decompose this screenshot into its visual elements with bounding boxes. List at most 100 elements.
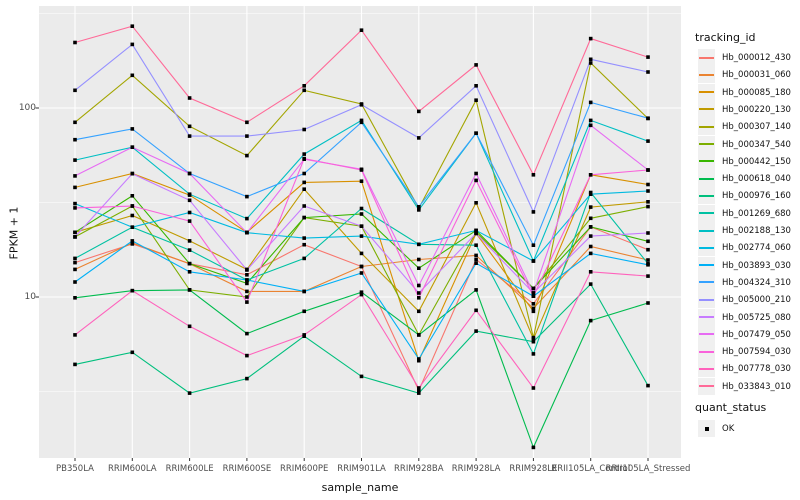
data-point <box>359 168 364 172</box>
legend-item-label: Hb_007594_030 <box>722 347 791 358</box>
data-point <box>359 103 364 107</box>
data-point <box>245 289 249 294</box>
data-point <box>73 235 77 239</box>
data-point <box>130 225 135 229</box>
data-point <box>474 201 478 205</box>
data-point <box>417 391 421 395</box>
legend-color-swatch <box>698 343 715 361</box>
legend-item-label: Hb_002774_060 <box>722 243 791 254</box>
legend-item-Hb_000220_130: Hb_000220_130 <box>694 100 800 118</box>
data-point <box>187 324 192 329</box>
data-point <box>187 96 192 100</box>
data-point <box>417 291 421 295</box>
data-point <box>302 309 306 314</box>
data-point <box>646 200 650 204</box>
data-point <box>531 352 536 356</box>
data-point <box>302 88 306 93</box>
data-point <box>73 201 77 206</box>
data-point <box>588 225 593 229</box>
data-point <box>187 124 192 129</box>
data-point <box>245 268 249 272</box>
data-point <box>130 241 135 245</box>
data-point <box>245 273 249 277</box>
data-point <box>646 70 650 74</box>
data-point <box>646 383 650 388</box>
data-point <box>73 40 77 45</box>
legend-color-swatch <box>698 360 715 378</box>
legend-item-label: Hb_005725_080 <box>722 312 791 323</box>
data-point <box>474 329 478 333</box>
data-point <box>130 171 135 176</box>
data-point <box>588 318 593 323</box>
data-point <box>245 331 249 336</box>
legend-quant-title: quant_status <box>695 401 767 414</box>
legend-item-Hb_000442_150: Hb_000442_150 <box>694 152 800 170</box>
data-point <box>474 228 478 233</box>
data-point <box>417 357 421 361</box>
data-point <box>588 205 593 209</box>
data-point <box>417 296 421 300</box>
data-point <box>646 301 650 305</box>
legend-color-swatch <box>698 100 715 118</box>
data-point <box>359 206 364 211</box>
data-point <box>73 256 77 261</box>
data-point <box>474 261 478 265</box>
data-point <box>73 88 77 93</box>
data-point <box>187 261 192 266</box>
data-point <box>474 253 478 258</box>
data-point <box>588 216 593 221</box>
data-point <box>531 210 536 214</box>
legend-quant-item: OK <box>694 420 800 437</box>
legend-item-label: Hb_004324_310 <box>722 277 791 288</box>
data-point <box>73 260 77 265</box>
data-point <box>474 171 478 176</box>
data-point <box>245 216 249 221</box>
data-point <box>646 189 650 193</box>
legend-item-label: Hb_003893_030 <box>722 260 791 271</box>
legend-item-label: Hb_000307_140 <box>722 122 791 133</box>
data-point <box>130 127 135 131</box>
data-point <box>130 42 135 47</box>
legend-item-Hb_001269_680: Hb_001269_680 <box>694 204 800 222</box>
x-tick-label: RRII105LA_Control <box>551 464 631 474</box>
y-axis-title: FPKM + 1 <box>7 206 21 260</box>
data-point <box>73 174 77 178</box>
legend-item-Hb_000976_160: Hb_000976_160 <box>694 187 800 205</box>
data-point <box>359 251 364 256</box>
legend-color-swatch <box>698 49 715 66</box>
legend-quant-label: OK <box>722 424 735 434</box>
data-point <box>588 270 593 274</box>
data-point <box>531 291 536 295</box>
data-point <box>417 136 421 140</box>
data-point <box>302 236 306 240</box>
legend-color-swatch <box>698 204 715 222</box>
x-tick-label: PB350LA <box>56 464 94 474</box>
legend-color-swatch <box>698 83 715 101</box>
data-point <box>187 248 192 252</box>
x-tick-label: RRIM600SE <box>222 464 272 474</box>
data-point <box>245 353 249 358</box>
legend-color-swatch <box>698 135 715 153</box>
data-point <box>417 257 421 262</box>
data-point <box>73 280 77 284</box>
data-point <box>474 288 478 292</box>
data-point <box>302 204 306 208</box>
data-point <box>187 210 192 215</box>
data-point <box>588 57 593 62</box>
data-point <box>359 234 364 238</box>
legend-color-swatch <box>698 66 715 84</box>
legend-color-swatch <box>698 239 715 257</box>
legend-color-swatch <box>698 325 715 343</box>
legend-item-Hb_000307_140: Hb_000307_140 <box>694 118 800 136</box>
legend-item-Hb_007479_050: Hb_007479_050 <box>694 325 800 343</box>
data-point <box>302 171 306 176</box>
x-tick-label: RRIM600LA <box>107 464 157 474</box>
data-point <box>245 153 249 158</box>
data-point <box>474 84 478 88</box>
data-point <box>245 134 249 138</box>
data-point <box>646 258 650 262</box>
data-point <box>302 215 306 220</box>
data-point <box>302 180 306 185</box>
data-point <box>646 204 650 209</box>
data-point <box>187 198 192 203</box>
